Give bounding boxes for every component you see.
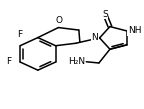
Text: O: O [56, 16, 63, 25]
Text: F: F [17, 30, 22, 39]
Text: NH: NH [128, 26, 141, 35]
Text: N: N [92, 33, 98, 42]
Text: H₂N: H₂N [68, 57, 85, 66]
Text: S: S [102, 10, 108, 19]
Text: F: F [6, 57, 11, 66]
